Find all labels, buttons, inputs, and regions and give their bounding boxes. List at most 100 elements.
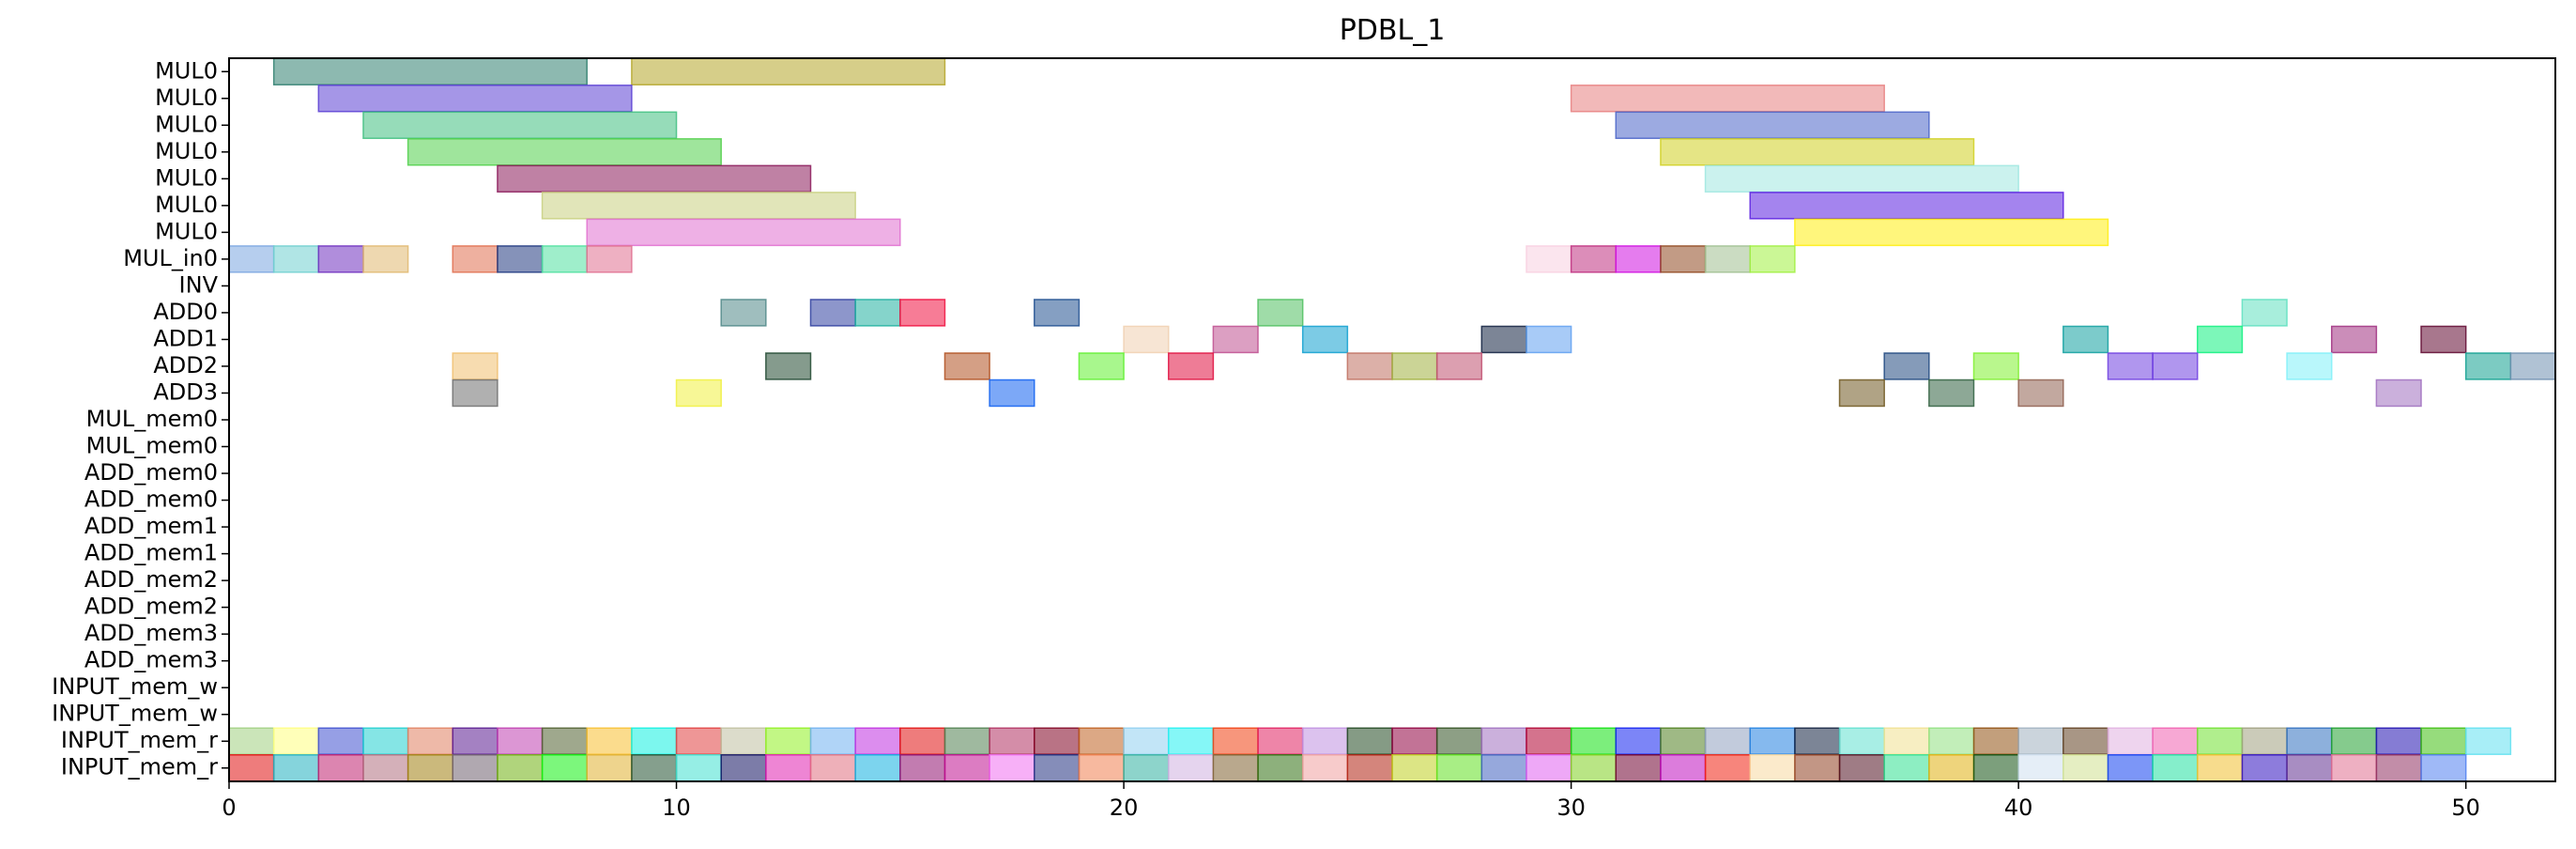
task-bar [1570, 245, 1618, 273]
task-bar [1928, 754, 1975, 782]
task-bar [1212, 727, 1259, 755]
task-bar [1704, 164, 2019, 193]
y-tick-label: ADD_mem1 [84, 513, 218, 539]
task-bar [2330, 727, 2378, 755]
task-bar [2107, 754, 2154, 782]
task-bar [2017, 727, 2064, 755]
task-bar [989, 754, 1035, 782]
task-bar [1123, 727, 1170, 755]
task-bar [1704, 727, 1751, 755]
y-tick-label: ADD3 [153, 378, 218, 405]
task-bar [1972, 754, 2019, 782]
task-bar [1615, 754, 1662, 782]
task-bar [1794, 218, 2109, 247]
task-bar [2375, 378, 2422, 408]
task-bar [1346, 727, 1393, 755]
task-bar [899, 299, 946, 327]
task-bar [1301, 754, 1349, 782]
y-tick-label: MUL0 [155, 85, 218, 111]
task-bar [765, 352, 812, 380]
task-bar [1660, 754, 1707, 782]
task-bar [1749, 192, 2064, 220]
task-bar [1346, 754, 1393, 782]
task-bar [2017, 754, 2064, 782]
task-bar [1570, 754, 1618, 782]
task-bar [2509, 352, 2556, 380]
task-bar [586, 727, 633, 755]
y-tick-label: MUL0 [155, 218, 218, 244]
task-bar [406, 727, 454, 755]
y-tick-label: MUL0 [155, 111, 218, 137]
task-bar [2286, 352, 2333, 380]
y-tick-label: ADD_mem2 [84, 566, 218, 593]
y-tick-label: MUL0 [155, 138, 218, 164]
x-tick-label: 10 [662, 795, 691, 821]
y-tick-label: ADD_mem3 [84, 647, 218, 673]
y-tick-label: ADD2 [153, 352, 218, 378]
task-bar [631, 754, 678, 782]
task-bar [317, 727, 364, 755]
task-bar [541, 245, 588, 273]
task-bar [1794, 754, 1841, 782]
y-tick-label: ADD1 [153, 325, 218, 351]
task-bar [943, 754, 990, 782]
task-bar [1346, 352, 1393, 380]
task-bar [1570, 85, 1885, 113]
task-bar [228, 727, 275, 755]
y-tick-label: ADD_mem2 [84, 594, 218, 620]
task-bar [1972, 727, 2019, 755]
x-tick-label: 30 [1556, 795, 1586, 821]
task-bar [1257, 727, 1304, 755]
task-bar [1212, 754, 1259, 782]
task-bar [2464, 727, 2512, 755]
task-bar [1167, 727, 1215, 755]
task-bar [1257, 299, 1304, 327]
task-bar [317, 245, 364, 273]
task-bar [2107, 352, 2154, 380]
task-bar [2107, 727, 2154, 755]
y-tick-label: INPUT_mem_w [52, 701, 218, 727]
task-bar [2330, 754, 2378, 782]
task-bar [2464, 352, 2512, 380]
task-bar [1615, 727, 1662, 755]
task-bar [1034, 727, 1081, 755]
task-bar [765, 727, 812, 755]
task-bar [720, 754, 767, 782]
task-bar [2152, 727, 2199, 755]
task-bar [2420, 727, 2467, 755]
task-bar [1660, 727, 1707, 755]
y-tick-label: ADD0 [153, 299, 218, 325]
task-bar [2197, 754, 2244, 782]
task-bar [2286, 727, 2333, 755]
task-bar [2286, 754, 2333, 782]
y-tick-label: INPUT_mem_w [52, 673, 218, 700]
task-bar [1749, 245, 1796, 273]
y-axis-ticks: MUL0MUL0MUL0MUL0MUL0MUL0MUL0MUL_in0INVAD… [52, 57, 229, 780]
task-bar [452, 245, 498, 273]
task-bar [1838, 754, 1885, 782]
y-tick-label: MUL0 [155, 164, 218, 191]
task-bar [1972, 352, 2019, 380]
task-bar [2375, 754, 2422, 782]
task-bar [317, 754, 364, 782]
task-bar [1660, 245, 1707, 273]
task-bar [1660, 138, 1975, 166]
task-bar [452, 378, 498, 408]
task-bar [2420, 754, 2467, 782]
task-bar [2241, 299, 2288, 327]
task-bar [497, 245, 544, 273]
task-bar [854, 299, 901, 327]
task-bar [541, 727, 588, 755]
task-bars [228, 57, 2556, 782]
task-bar [1034, 754, 1081, 782]
task-bar [1794, 727, 1841, 755]
task-bar [1615, 111, 1930, 140]
task-bar [228, 245, 275, 273]
y-tick-label: ADD_mem1 [84, 540, 218, 566]
task-bar [2330, 325, 2378, 354]
task-bar [675, 754, 722, 782]
task-bar [272, 245, 320, 273]
task-bar [1212, 325, 1259, 354]
y-tick-label: MUL_mem0 [86, 406, 218, 432]
